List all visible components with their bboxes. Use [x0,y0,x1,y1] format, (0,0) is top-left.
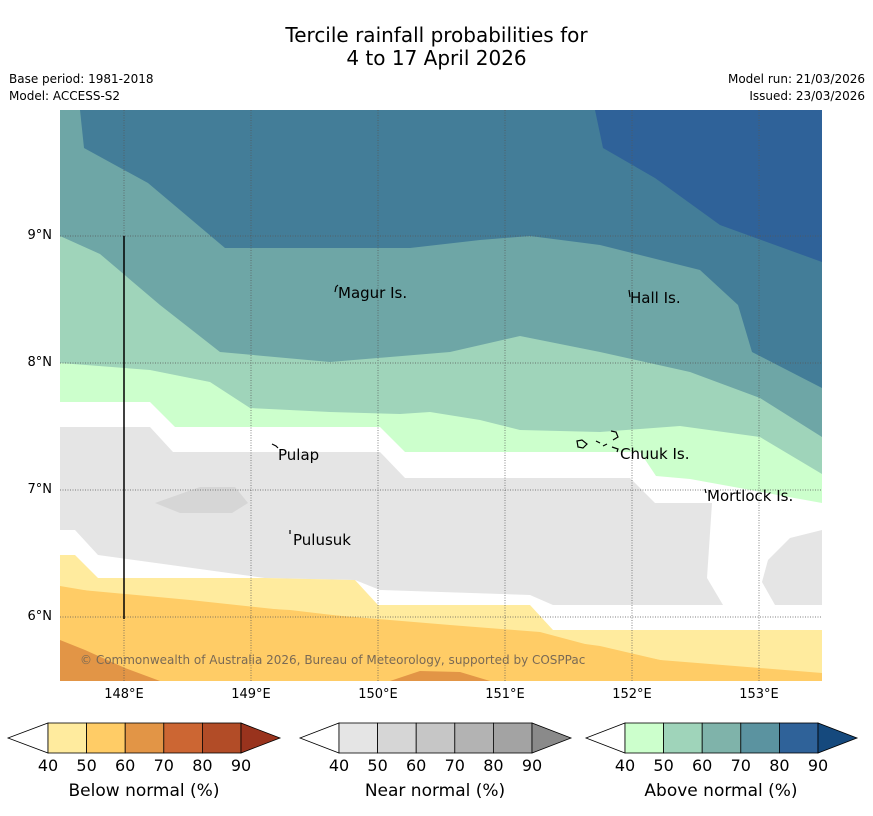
cb-below-high [240,722,282,754]
lon-label-148e: 148°E [104,687,144,702]
tick-near-50: 50 [367,756,388,775]
title-line-1: Tercile rainfall probabilities for [285,23,588,47]
place-pulap: Pulap [278,446,320,464]
island-mortlock [704,488,707,494]
model-name: Model: ACCESS-S2 [9,89,121,103]
cb-near-80 [492,722,533,754]
colorbar-near [298,722,573,754]
model-run: Model run: 21/03/2026 [727,72,865,86]
lon-label-149e: 149°E [231,687,271,702]
place-mortlock: Mortlock Is. [707,487,794,505]
zone-below-60 [60,640,160,681]
zone-near-40-east [762,530,822,605]
lat-label-7n: 7°N [27,482,53,497]
tick-near-90: 90 [521,756,543,775]
cb-near-50 [377,722,417,754]
place-hall: Hall Is. [630,289,681,307]
tick-near-60: 60 [406,756,427,775]
tick-below-80: 80 [192,756,213,775]
lon-label-153e: 153°E [739,687,779,702]
cb-near-low [298,722,340,754]
zone-near-40 [60,427,723,605]
cb-near-70 [454,722,494,754]
colorbars [6,722,859,754]
cb-above-60 [701,722,742,754]
legend-below-label: Below normal (%) [68,781,220,801]
cb-above-50 [663,722,703,754]
tick-below-70: 70 [153,756,174,775]
tick-below-40: 40 [37,756,59,775]
cb-below-60 [124,722,165,754]
tick-above-80: 80 [769,756,790,775]
island-marks [271,284,707,534]
cb-below-70 [163,722,203,754]
cb-near-40 [338,722,378,754]
island-chuuk [576,430,619,453]
cb-above-high [817,722,859,754]
colorbar-below [6,722,282,754]
island-magur [334,284,339,293]
cb-above-low [584,722,626,754]
colorbar-above [584,722,859,754]
cb-above-70 [740,722,780,754]
place-magur: Magur Is. [338,284,408,302]
cb-above-40 [624,722,664,754]
island-pulap [271,443,279,449]
tick-above-50: 50 [653,756,674,775]
cb-above-80 [779,722,819,754]
tick-near-70: 70 [444,756,465,775]
lat-label-9n: 9°N [27,228,53,243]
lon-label-152e: 152°E [612,687,652,702]
zone-near-50 [155,487,248,513]
base-period: Base period: 1981-2018 [9,72,154,86]
lat-label-8n: 8°N [27,355,53,370]
tick-below-60: 60 [115,756,136,775]
tick-above-90: 90 [807,756,829,775]
tick-above-60: 60 [692,756,713,775]
cb-below-low [6,722,49,754]
tick-below-50: 50 [76,756,97,775]
island-hall [628,289,631,298]
tick-near-40: 40 [328,756,350,775]
cb-below-80 [201,722,242,754]
rainfall-map[interactable] [60,110,822,681]
cb-near-60 [415,722,456,754]
tick-above-70: 70 [730,756,751,775]
legend-above-label: Above normal (%) [644,781,798,801]
cb-near-high [531,722,573,754]
lat-label-6n: 6°N [27,609,53,624]
lon-label-150e: 150°E [358,687,398,702]
tick-below-90: 90 [230,756,252,775]
cb-below-50 [86,722,126,754]
tick-near-80: 80 [483,756,504,775]
zone-below-60b [390,671,490,681]
place-pulusuk: Pulusuk [293,531,351,549]
tick-above-40: 40 [614,756,636,775]
place-chuuk: Chuuk Is. [620,445,690,463]
lon-label-151e: 151°E [485,687,525,702]
legend-near-label: Near normal (%) [364,781,506,801]
copyright-notice: © Commonwealth of Australia 2026, Bureau… [80,653,586,667]
cb-below-40 [47,722,87,754]
zone-below-50b [60,588,822,681]
graticule [60,110,822,681]
title-line-2: 4 to 17 April 2026 [346,46,527,70]
issued-date: Issued: 23/03/2026 [749,89,865,103]
